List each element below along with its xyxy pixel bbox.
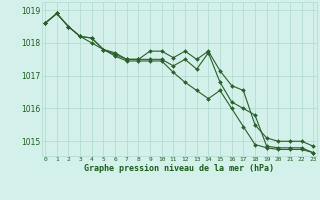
X-axis label: Graphe pression niveau de la mer (hPa): Graphe pression niveau de la mer (hPa) [84,164,274,173]
